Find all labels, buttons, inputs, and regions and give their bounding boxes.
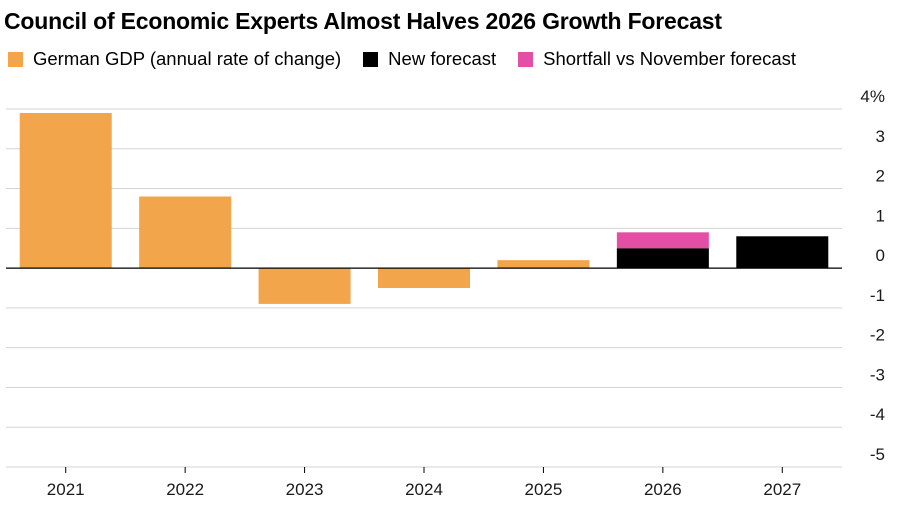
x-tick-label-2023: 2023 [286, 480, 324, 499]
y-tick-label: -3 [870, 365, 885, 384]
legend-swatch-gdp [8, 51, 23, 67]
legend-item-new-forecast: New forecast [363, 48, 496, 70]
y-tick-label: -2 [870, 326, 885, 345]
legend-label-shortfall: Shortfall vs November forecast [543, 48, 797, 69]
bar-german-gdp-annual-rate-of-change-2021 [19, 112, 112, 269]
legend: German GDP (annual rate of change) New f… [8, 46, 818, 72]
y-tick-label: 2 [876, 167, 885, 186]
y-tick-label: -4 [870, 405, 885, 424]
y-tick-label: -5 [870, 445, 885, 464]
x-tick-label-2022: 2022 [166, 480, 204, 499]
bar-new-forecast-2026 [616, 248, 709, 269]
bar-german-gdp-annual-rate-of-change-2022 [139, 196, 232, 269]
bar-shortfall-vs-november-forecast-2026 [616, 232, 709, 249]
bar-new-forecast-2027 [736, 236, 829, 269]
legend-label-gdp: German GDP (annual rate of change) [33, 48, 342, 69]
bar-german-gdp-annual-rate-of-change-2024 [378, 268, 470, 288]
y-tick-label: 1 [876, 206, 885, 225]
x-tick-label-2024: 2024 [405, 480, 443, 499]
legend-swatch-new-forecast [363, 51, 379, 67]
x-tick-label-2027: 2027 [763, 480, 801, 499]
chart-title: Council of Economic Experts Almost Halve… [4, 8, 722, 34]
y-tick-label: -1 [870, 286, 885, 305]
y-tick-label: 4% [860, 87, 885, 106]
legend-swatch-shortfall [518, 51, 534, 67]
bar-german-gdp-annual-rate-of-change-2025 [497, 260, 590, 269]
y-tick-label: 3 [876, 127, 885, 146]
y-tick-label: 0 [876, 246, 885, 265]
x-tick-label-2025: 2025 [525, 480, 563, 499]
x-tick-label-2021: 2021 [47, 480, 85, 499]
legend-item-gdp: German GDP (annual rate of change) [8, 48, 341, 70]
x-tick-label-2026: 2026 [644, 480, 682, 499]
legend-item-shortfall: Shortfall vs November forecast [518, 48, 796, 70]
legend-label-new-forecast: New forecast [388, 48, 497, 69]
bar-german-gdp-annual-rate-of-change-2023 [258, 268, 351, 304]
